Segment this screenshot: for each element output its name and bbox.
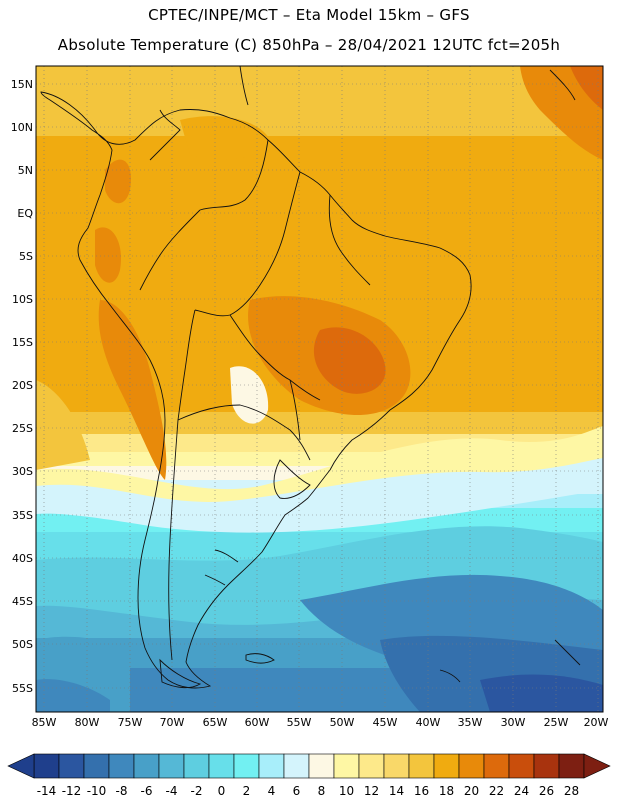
- lon-label: 55W: [287, 716, 312, 729]
- colorbar-swatch: [458, 753, 485, 779]
- colorbar-label: 6: [293, 784, 301, 798]
- lat-lon-grid: [36, 66, 603, 712]
- colorbar-swatch: [333, 753, 360, 779]
- lat-label: 50S: [12, 638, 33, 651]
- colorbar-label: -4: [166, 784, 178, 798]
- colorbar-swatch: [283, 753, 310, 779]
- colorbar-swatch: [258, 753, 285, 779]
- colorbar-swatch: [208, 753, 235, 779]
- title-line-2: Absolute Temperature (C) 850hPa – 28/04/…: [57, 36, 561, 54]
- colorbar-swatch: [358, 753, 385, 779]
- map-frame: [35, 65, 604, 713]
- colorbar-swatch: [433, 753, 460, 779]
- lon-label: 65W: [203, 716, 228, 729]
- title-line-1: CPTEC/INPE/MCT – Eta Model 15km – GFS: [148, 6, 470, 24]
- colorbar-swatch: [108, 753, 135, 779]
- colorbar-swatch: [33, 753, 60, 779]
- lat-label: 30S: [12, 465, 33, 478]
- colorbar-swatch: [233, 753, 260, 779]
- lon-label: 50W: [330, 716, 355, 729]
- colorbar-label: -12: [62, 784, 82, 798]
- colorbar-swatch: [58, 753, 85, 779]
- lat-label: 55S: [12, 682, 33, 695]
- colorbar-label: -6: [141, 784, 153, 798]
- lon-label: 75W: [118, 716, 143, 729]
- lon-label: 70W: [160, 716, 185, 729]
- colorbar-label: -14: [37, 784, 57, 798]
- colorbar-swatch: [83, 753, 110, 779]
- colorbar-label: 12: [364, 784, 379, 798]
- lon-label: 40W: [416, 716, 441, 729]
- colorbar-label: 4: [268, 784, 276, 798]
- lon-label: 20W: [584, 716, 609, 729]
- colorbar-label: 18: [439, 784, 454, 798]
- lat-label: 5S: [19, 250, 33, 263]
- colorbar-max-arrow: [583, 753, 611, 779]
- lat-label: 20S: [12, 379, 33, 392]
- colorbar-label: 0: [218, 784, 226, 798]
- lon-label: 30W: [501, 716, 526, 729]
- colorbar-label: 16: [414, 784, 429, 798]
- colorbar-label: 22: [489, 784, 504, 798]
- colorbar-min-arrow: [7, 753, 35, 779]
- colorbar-swatch: [558, 753, 585, 779]
- colorbar-label: 28: [564, 784, 579, 798]
- colorbar-label: 24: [514, 784, 529, 798]
- lat-label: EQ: [17, 207, 33, 220]
- colorbar-swatch: [508, 753, 535, 779]
- lon-label: 80W: [75, 716, 100, 729]
- colorbar-swatch: [158, 753, 185, 779]
- lat-label: 40S: [12, 552, 33, 565]
- colorbar-label: 8: [318, 784, 326, 798]
- colorbar-label: -2: [191, 784, 203, 798]
- colorbar-label: -10: [87, 784, 107, 798]
- colorbar-swatch: [533, 753, 560, 779]
- colorbar-swatch: [383, 753, 410, 779]
- colorbar-label: 26: [539, 784, 554, 798]
- temperature-field: [36, 66, 603, 712]
- longitude-labels: 85W 80W 75W 70W 65W 60W 55W 50W 45W 40W …: [32, 716, 609, 729]
- lon-label: 25W: [544, 716, 569, 729]
- lon-label: 85W: [32, 716, 57, 729]
- colorbar: -14 -12 -10 -8 -6 -4 -2 0 2 4 6 8 10 12 14 16 18 20 22 24 26…: [7, 753, 611, 798]
- lat-label: 45S: [12, 595, 33, 608]
- lon-label: 35W: [458, 716, 483, 729]
- colorbar-label: 20: [464, 784, 479, 798]
- colorbar-label: -8: [116, 784, 128, 798]
- lat-label: 15N: [11, 78, 33, 91]
- colorbar-label: 10: [339, 784, 354, 798]
- colorbar-label: 14: [389, 784, 404, 798]
- lat-label: 10S: [12, 293, 33, 306]
- lat-label: 35S: [12, 509, 33, 522]
- lat-label: 5N: [18, 164, 33, 177]
- colorbar-swatch: [483, 753, 510, 779]
- lon-label: 60W: [245, 716, 270, 729]
- colorbar-label: 2: [243, 784, 251, 798]
- colorbar-swatch: [183, 753, 210, 779]
- latitude-labels: 15N 10N 5N EQ 5S 10S 15S 20S 25S 30S 35S…: [11, 78, 34, 695]
- lat-label: 15S: [12, 336, 33, 349]
- colorbar-swatch: [308, 753, 335, 779]
- lat-label: 25S: [12, 422, 33, 435]
- lon-label: 45W: [373, 716, 398, 729]
- lat-label: 10N: [11, 121, 33, 134]
- colorbar-swatch: [133, 753, 160, 779]
- colorbar-swatch: [408, 753, 435, 779]
- coastline: [40, 66, 581, 689]
